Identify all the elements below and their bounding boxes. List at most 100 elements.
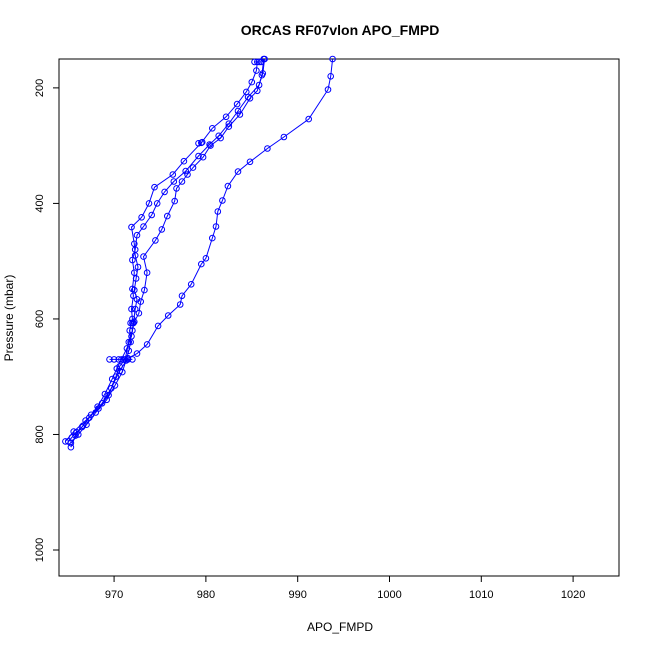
- data-point: [129, 315, 136, 323]
- x-tick-label: 980: [197, 589, 215, 601]
- data-point: [133, 350, 141, 357]
- data-point: [110, 356, 118, 363]
- data-point: [129, 319, 136, 327]
- data-point: [209, 125, 216, 132]
- data-point: [127, 338, 134, 346]
- data-point: [164, 212, 171, 220]
- data-point: [206, 141, 213, 148]
- data-point: [128, 223, 135, 231]
- series-line-1: [67, 61, 258, 442]
- data-point: [225, 120, 233, 127]
- data-point: [120, 356, 127, 363]
- data-point: [178, 292, 186, 300]
- data-point: [70, 428, 77, 435]
- data-point: [143, 269, 151, 277]
- data-point: [255, 81, 263, 89]
- data-point: [178, 178, 186, 185]
- data-point: [67, 443, 75, 451]
- data-point: [111, 382, 119, 389]
- data-point: [222, 113, 230, 121]
- data-point: [189, 164, 197, 171]
- data-point: [198, 260, 205, 268]
- data-point: [128, 305, 135, 313]
- data-point: [129, 356, 136, 363]
- x-axis-title: APO_FMPD: [307, 620, 373, 634]
- data-point: [106, 356, 113, 363]
- data-point: [143, 341, 151, 348]
- data-point: [129, 256, 136, 264]
- x-tick-label: 1010: [469, 589, 493, 601]
- data-point: [141, 286, 148, 294]
- data-point: [187, 281, 195, 288]
- data-point: [98, 400, 106, 407]
- data-point: [244, 93, 252, 101]
- data-point: [257, 58, 265, 66]
- data-point: [67, 439, 75, 447]
- data-point: [251, 58, 258, 66]
- data-point: [246, 158, 254, 166]
- plot-area: [62, 55, 336, 451]
- data-point: [180, 157, 188, 165]
- data-point: [161, 188, 168, 196]
- x-tick-label: 1020: [561, 589, 585, 601]
- data-point: [158, 226, 166, 233]
- data-point: [171, 197, 178, 205]
- data-point: [219, 197, 226, 204]
- data-point: [126, 327, 133, 334]
- y-axis-title: Pressure (mbar): [2, 275, 16, 362]
- data-point: [103, 396, 110, 404]
- data-point: [215, 132, 222, 140]
- data-point: [176, 301, 184, 308]
- data-point: [214, 208, 222, 215]
- data-point: [140, 253, 147, 260]
- data-point: [164, 312, 172, 319]
- data-point: [134, 263, 142, 271]
- data-point: [124, 356, 132, 363]
- data-point: [153, 200, 161, 207]
- plot-frame: [58, 58, 620, 577]
- data-point: [154, 322, 162, 330]
- data-point: [195, 140, 202, 147]
- data-point: [327, 73, 335, 80]
- data-point: [234, 168, 242, 175]
- data-point: [233, 100, 241, 108]
- data-point: [82, 417, 89, 424]
- series-line-4: [70, 58, 266, 444]
- data-point: [131, 269, 138, 277]
- data-point: [115, 356, 122, 363]
- data-point: [182, 167, 189, 175]
- series-line-2: [70, 58, 334, 448]
- x-axis: 970 980 990 1000 1010 1020: [105, 576, 585, 601]
- y-tick-label: 600: [34, 310, 46, 328]
- data-point: [152, 237, 159, 244]
- data-point: [259, 70, 267, 77]
- y-tick-label: 800: [34, 425, 46, 443]
- data-point: [116, 363, 123, 370]
- data-point: [135, 309, 143, 317]
- y-tick-label: 400: [34, 194, 46, 212]
- data-point: [184, 171, 191, 178]
- data-point: [151, 183, 158, 191]
- data-point: [138, 214, 145, 221]
- data-point: [264, 145, 271, 152]
- data-point: [125, 347, 133, 355]
- data-point: [173, 185, 180, 192]
- y-tick-label: 1000: [34, 538, 46, 562]
- data-point: [127, 319, 134, 327]
- data-point: [137, 298, 144, 305]
- data-point: [224, 182, 232, 190]
- data-point: [199, 153, 207, 161]
- chart-title: ORCAS RF07vlon APO_FMPD: [241, 22, 440, 38]
- y-tick-label: 200: [34, 79, 46, 97]
- data-point: [83, 421, 90, 429]
- data-point: [112, 373, 120, 381]
- data-point: [207, 142, 214, 149]
- data-point: [119, 368, 126, 376]
- data-point: [202, 254, 210, 262]
- data-point: [198, 138, 206, 146]
- data-point: [248, 78, 256, 86]
- y-axis: 200 400 600 800 1000: [34, 79, 59, 562]
- data-point: [169, 171, 177, 178]
- data-point: [75, 431, 82, 438]
